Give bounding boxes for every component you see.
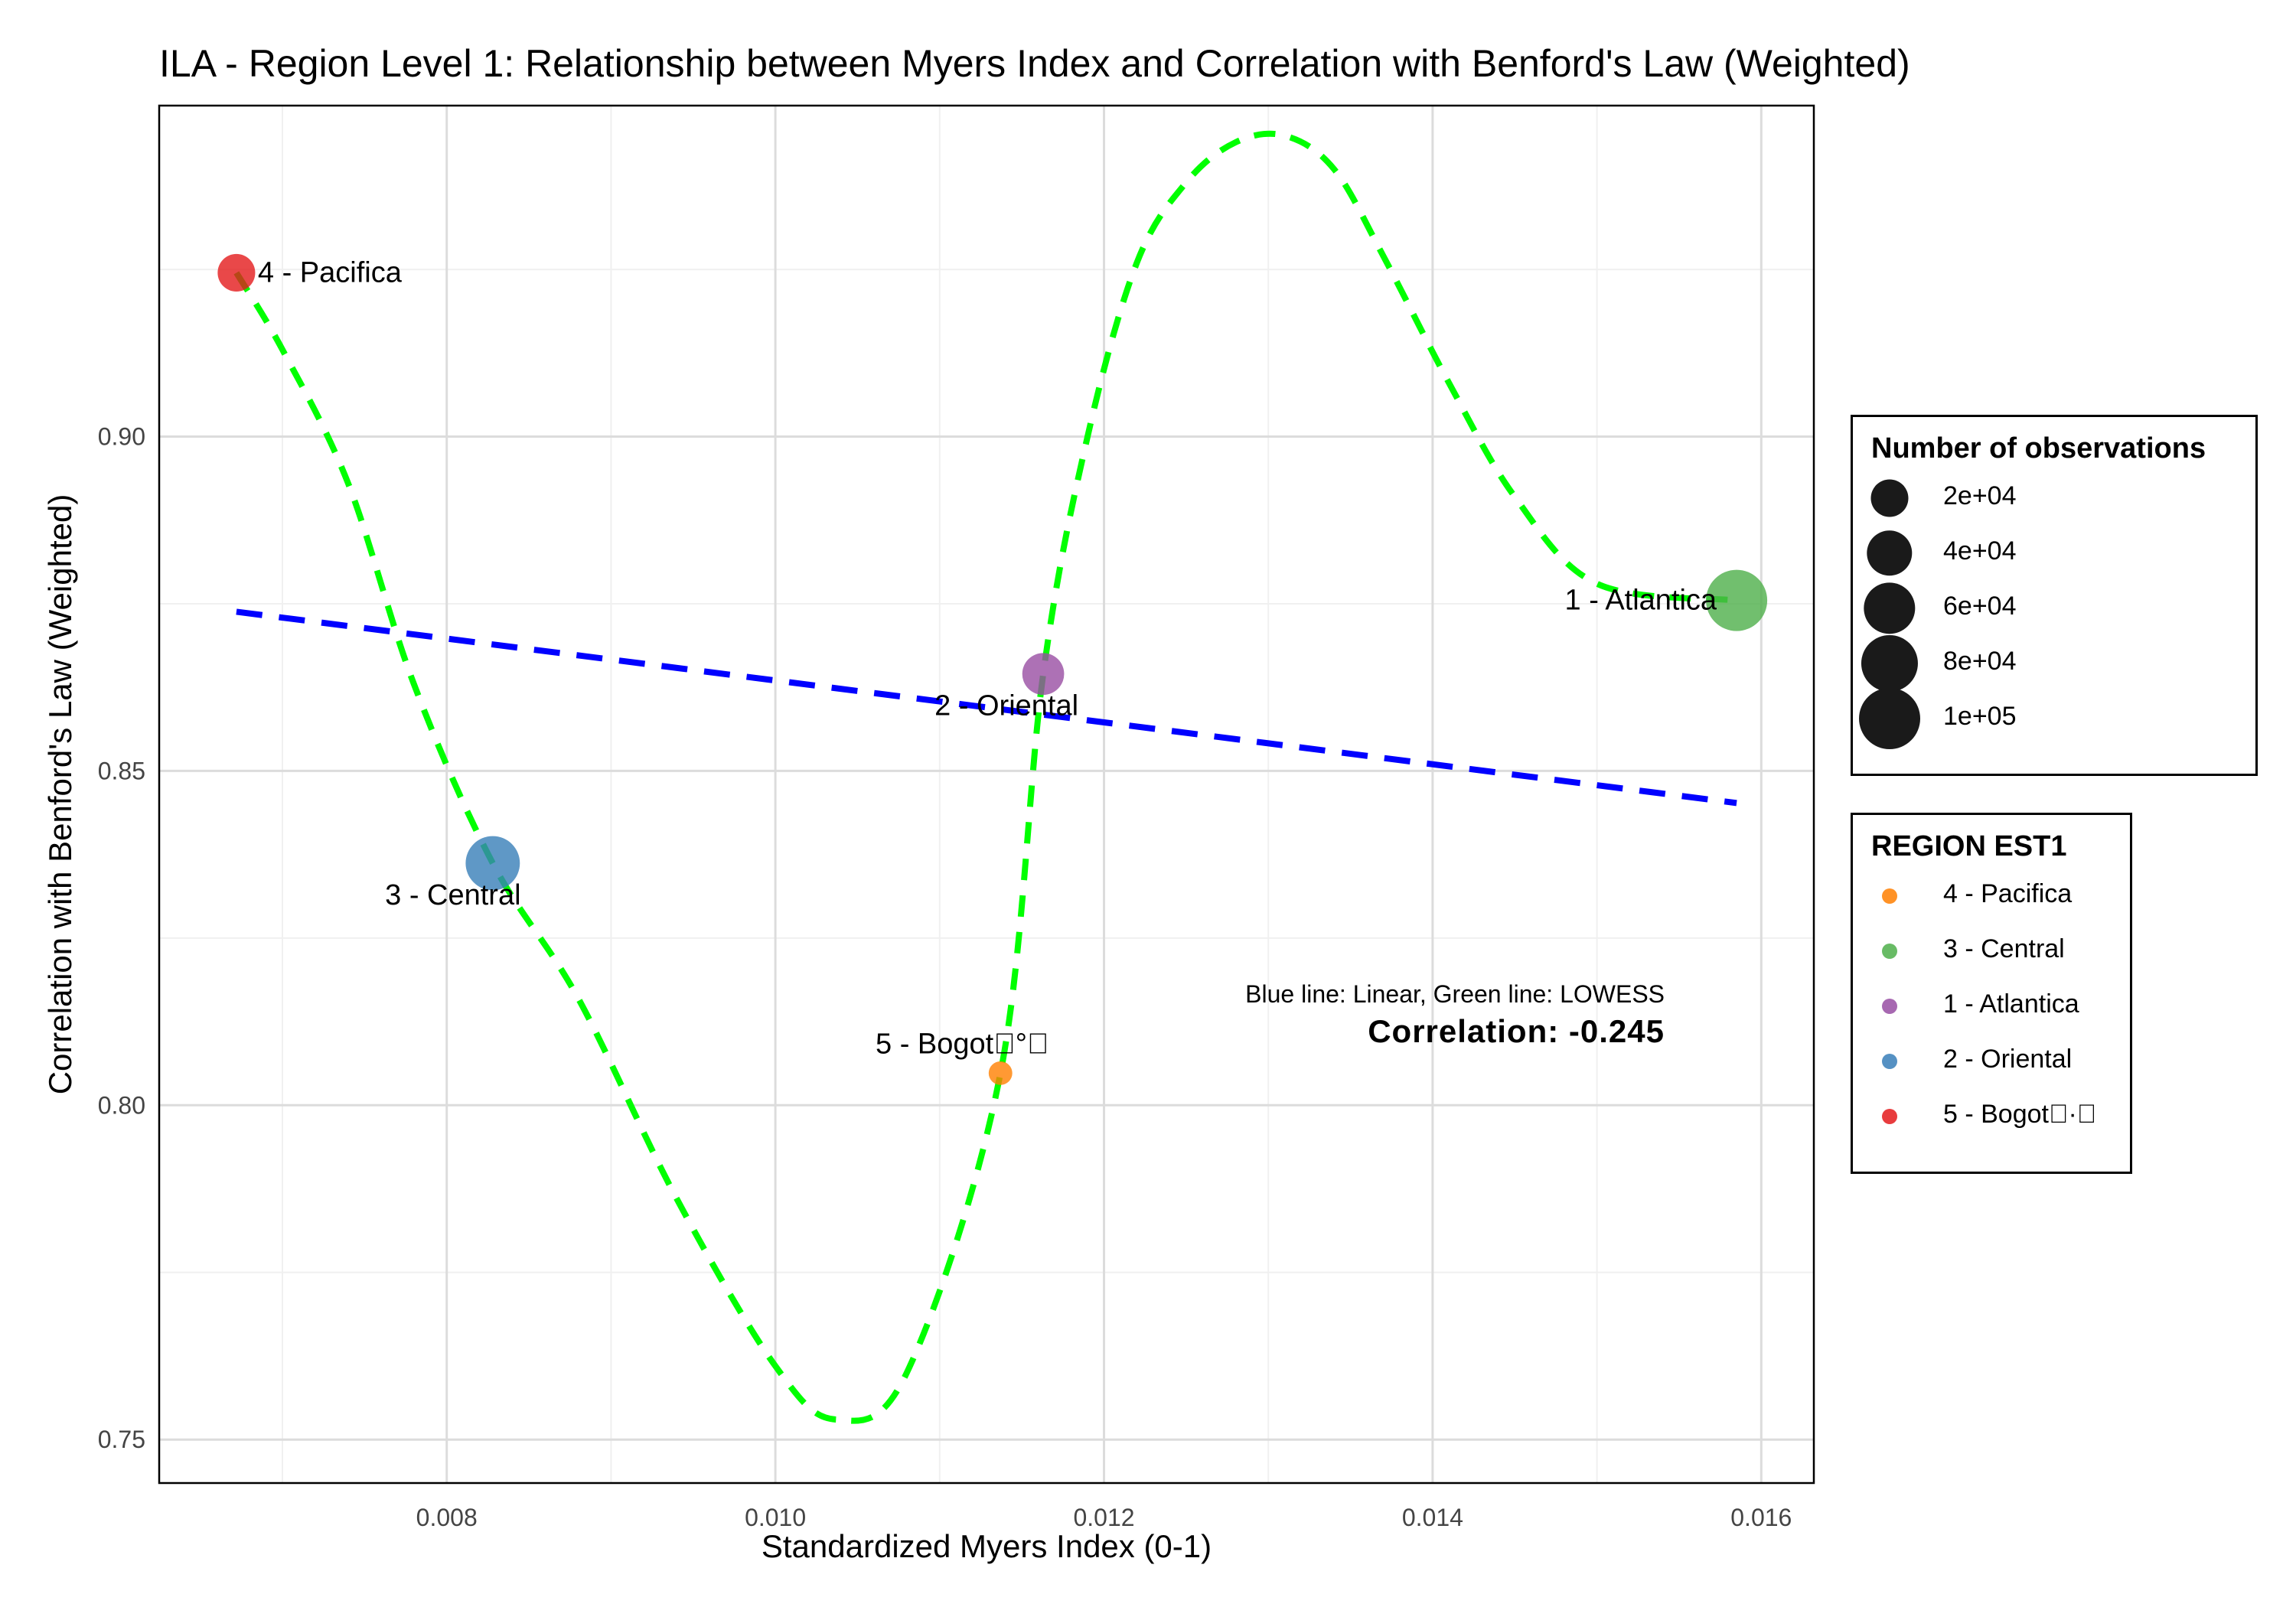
color-legend-item: 4 - Pacifica	[1853, 869, 2130, 924]
annotation-method: Blue line: Linear, Green line: LOWESS	[1245, 980, 1665, 1008]
point-label: 2 - Oriental	[934, 690, 1078, 722]
x-axis-label: Standardized Myers Index (0-1)	[762, 1528, 1212, 1564]
data-point	[465, 836, 520, 891]
y-tick-label: 0.90	[98, 423, 145, 451]
x-tick-label: 0.010	[745, 1504, 806, 1531]
color-legend-marker	[1882, 999, 1897, 1014]
annotation-correlation: Correlation: -0.245	[1368, 1013, 1665, 1049]
size-legend-item: 1e+05	[1853, 688, 2255, 749]
size-legend-item: 8e+04	[1853, 634, 2255, 693]
color-legend-label: 2 - Oriental	[1943, 1045, 2073, 1074]
x-tick-label: 0.012	[1073, 1504, 1134, 1531]
color-legend-marker	[1882, 1109, 1897, 1124]
data-points: 4 - Pacifica 3 - Central 2 - Oriental 5 - B…	[217, 253, 1768, 1085]
data-point	[988, 1061, 1013, 1085]
color-legend-label: 1 - Atlantica	[1943, 989, 2079, 1019]
y-axis-label: Correlation with Benford's Law (Weighted…	[42, 494, 78, 1095]
color-legend-label: 3 - Central	[1943, 934, 2065, 963]
size-legend-marker	[1870, 479, 1909, 517]
color-legend-label: 4 - Pacifica	[1943, 879, 2073, 908]
color-legend-marker	[1882, 1054, 1897, 1069]
size-legend-marker	[1859, 688, 1920, 749]
point-label: 4 - Pacifica	[258, 256, 403, 288]
fit-lines	[233, 130, 1737, 1424]
data-point	[1706, 569, 1768, 631]
size-legend-label: 4e+04	[1943, 536, 2017, 566]
point-label: 1 - Atlantica	[1565, 585, 1717, 617]
y-tick-label: 0.85	[98, 757, 145, 784]
size-legend-title: Number of observations	[1871, 432, 2206, 464]
size-legend-label: 6e+04	[1943, 592, 2017, 621]
y-tick-label: 0.80	[98, 1091, 145, 1119]
data-point	[1022, 653, 1065, 696]
linear-fit-line	[236, 608, 1737, 807]
point-label: 5 - Bogot ° 	[876, 1028, 1049, 1060]
color-legend-title: REGION EST1	[1871, 830, 2067, 862]
color-legend-item: 1 - Atlantica	[1853, 979, 2130, 1034]
color-legend-item: 5 - Bogot · 	[1853, 1089, 2130, 1144]
x-tick-label: 0.008	[416, 1504, 478, 1531]
color-legend: REGION EST1 4 - Pacifica 3 - Central 1 - A…	[1851, 813, 2132, 1174]
color-legend-item: 3 - Central	[1853, 924, 2130, 979]
size-legend-marker	[1867, 530, 1913, 576]
size-legend: Number of observations 2e+04 4e+04 6e+04 8e…	[1851, 415, 2258, 776]
x-tick-label: 0.014	[1402, 1504, 1463, 1531]
size-legend-item: 2e+04	[1853, 471, 2255, 526]
color-legend-marker	[1882, 888, 1897, 904]
x-tick-label: 0.016	[1730, 1504, 1792, 1531]
color-legend-marker	[1882, 944, 1897, 959]
data-point	[217, 253, 256, 292]
size-legend-label: 8e+04	[1943, 647, 2017, 676]
axis-ticks: 0.008 0.010 0.012 0.014 0.016 0.75 0.80 0.85 0.9…	[98, 423, 1792, 1531]
size-legend-label: 1e+05	[1943, 702, 2017, 731]
grid	[159, 106, 1814, 1483]
plot-border	[158, 104, 1815, 1485]
size-legend-marker	[1864, 582, 1916, 634]
size-legend-item: 4e+04	[1853, 526, 2255, 581]
color-legend-item: 2 - Oriental	[1853, 1034, 2130, 1089]
size-legend-label: 2e+04	[1943, 481, 2017, 510]
point-label: 3 - Central	[385, 879, 520, 911]
y-tick-label: 0.75	[98, 1426, 145, 1453]
color-legend-label: 5 - Bogot · 	[1943, 1100, 2097, 1129]
chart-title: ILA - Region Level 1: Relationship betwe…	[159, 42, 1910, 85]
size-legend-marker	[1861, 634, 1919, 693]
size-legend-item: 6e+04	[1853, 581, 2255, 636]
